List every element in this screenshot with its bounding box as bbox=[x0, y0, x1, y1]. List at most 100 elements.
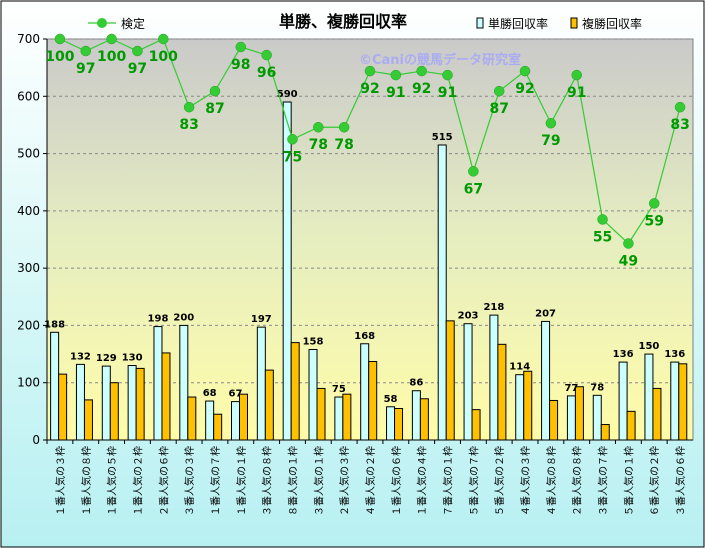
bars bbox=[50, 101, 688, 441]
bar-place bbox=[213, 413, 223, 441]
x-tick-label: ２番人気の３枠 bbox=[338, 446, 351, 516]
x-tick-label: １番人気の３枠 bbox=[54, 446, 67, 516]
bar-win bbox=[205, 400, 215, 441]
x-tick-label: ３番人気の８枠 bbox=[261, 446, 274, 516]
y-tick-label: 500 bbox=[17, 147, 40, 161]
bar-place bbox=[187, 396, 197, 441]
bar-place bbox=[58, 373, 68, 441]
bar-labels: 188 132 129 130 198 200 68 67 197 590 158 75 168 58 86… bbox=[44, 89, 685, 405]
bar-value-label: 132 bbox=[70, 351, 91, 362]
line-point bbox=[648, 198, 660, 209]
bar-place bbox=[652, 387, 662, 441]
y-tick-label: 100 bbox=[17, 376, 40, 390]
bar-place bbox=[471, 409, 481, 441]
line-point bbox=[287, 134, 298, 145]
x-tick-label: ４番人気の２枠 bbox=[364, 446, 377, 516]
line-point-label: 55 bbox=[593, 229, 612, 245]
bar-win bbox=[437, 144, 447, 441]
bar-value-label: 136 bbox=[613, 349, 634, 360]
line-point bbox=[545, 117, 557, 129]
y-tick-label: 400 bbox=[17, 204, 40, 218]
line-point-label: 97 bbox=[76, 61, 95, 77]
watermark-text: ©Caniの競馬データ研究室 bbox=[359, 52, 521, 68]
line-point-label: 91 bbox=[386, 85, 405, 101]
x-tick-label: ３番人気の１枠 bbox=[312, 446, 325, 516]
bar-place bbox=[626, 410, 636, 441]
line-point-label: 96 bbox=[257, 65, 276, 81]
line-point-label: 59 bbox=[644, 213, 663, 229]
bar-value-label: 68 bbox=[203, 388, 217, 399]
x-tick-label: ３番人気の６枠 bbox=[674, 446, 687, 516]
line-point bbox=[261, 49, 272, 61]
line-point-label: 91 bbox=[567, 85, 586, 101]
bar-place bbox=[342, 393, 352, 441]
bar-place bbox=[497, 343, 507, 441]
line-point-label: 83 bbox=[179, 117, 198, 133]
line-point-label: 49 bbox=[619, 254, 638, 270]
bar-value-label: 590 bbox=[277, 89, 298, 100]
line-point-label: 83 bbox=[670, 117, 689, 133]
bar-value-label: 200 bbox=[173, 312, 194, 323]
line-point bbox=[571, 69, 582, 81]
line-point bbox=[442, 69, 453, 81]
line-point bbox=[390, 69, 402, 81]
y-tick-label: 300 bbox=[17, 261, 40, 275]
y-tick-label: 0 bbox=[32, 433, 40, 447]
watermark: ©Caniの競馬データ研究室 bbox=[359, 52, 521, 68]
bar-value-label: 130 bbox=[122, 353, 143, 364]
line-point bbox=[313, 121, 324, 133]
bar-value-label: 168 bbox=[354, 331, 375, 342]
chart-title: 単勝、複勝回収率 bbox=[279, 12, 407, 31]
y-tick-label: 600 bbox=[17, 89, 40, 103]
line-point bbox=[468, 166, 479, 177]
bar-value-label: 78 bbox=[590, 382, 604, 393]
bar-value-label: 203 bbox=[458, 311, 479, 322]
bar-place bbox=[368, 361, 378, 441]
bar-win bbox=[566, 395, 576, 441]
line-point-label: 91 bbox=[438, 85, 457, 101]
bar-win bbox=[127, 365, 137, 441]
bar-place bbox=[238, 393, 248, 441]
bar-value-label: 129 bbox=[96, 353, 117, 364]
line-point bbox=[132, 45, 143, 57]
x-tick-label: ８番人気の１枠 bbox=[286, 446, 299, 516]
bar-value-label: 150 bbox=[639, 341, 660, 352]
x-tick-label: １番人気の４枠 bbox=[416, 446, 429, 516]
x-tick-label: １番人気の２枠 bbox=[131, 446, 144, 516]
bar-place bbox=[678, 363, 688, 441]
x-tick-label: ２番人気の８枠 bbox=[571, 446, 584, 516]
bar-win bbox=[308, 348, 318, 441]
line-point bbox=[623, 238, 634, 249]
bar-win bbox=[230, 401, 240, 441]
x-tick-label: ６番人気の２枠 bbox=[648, 446, 661, 516]
bar-win bbox=[360, 343, 370, 441]
bar-place bbox=[161, 352, 171, 441]
bar-place bbox=[574, 386, 584, 441]
bar-win bbox=[541, 320, 551, 441]
x-tick-label: ７番人気の１枠 bbox=[442, 446, 455, 516]
bar-win bbox=[386, 406, 396, 441]
bar-place bbox=[264, 369, 274, 441]
bar-place bbox=[135, 367, 145, 441]
bar-value-label: 515 bbox=[432, 132, 453, 143]
line-point-label: 79 bbox=[541, 133, 560, 149]
line-point-label: 87 bbox=[205, 101, 224, 117]
x-tick-label: ４番人気の３枠 bbox=[519, 446, 532, 516]
bar-value-label: 158 bbox=[303, 336, 324, 347]
bar-place bbox=[316, 387, 326, 441]
bar-value-label: 188 bbox=[44, 319, 65, 330]
bar-win bbox=[489, 314, 499, 441]
line-point-label: 98 bbox=[231, 57, 250, 73]
line-point bbox=[106, 33, 117, 45]
line-point bbox=[209, 85, 221, 97]
x-tick-label: ３番人気の３枠 bbox=[183, 446, 196, 516]
line-point-label: 75 bbox=[283, 149, 302, 165]
line-point bbox=[416, 65, 427, 77]
bar-win bbox=[256, 326, 266, 441]
bar-value-label: 207 bbox=[535, 308, 556, 319]
x-tick-label: １番人気の５枠 bbox=[106, 446, 119, 516]
x-tick-label: ５番人気の７枠 bbox=[467, 446, 480, 516]
